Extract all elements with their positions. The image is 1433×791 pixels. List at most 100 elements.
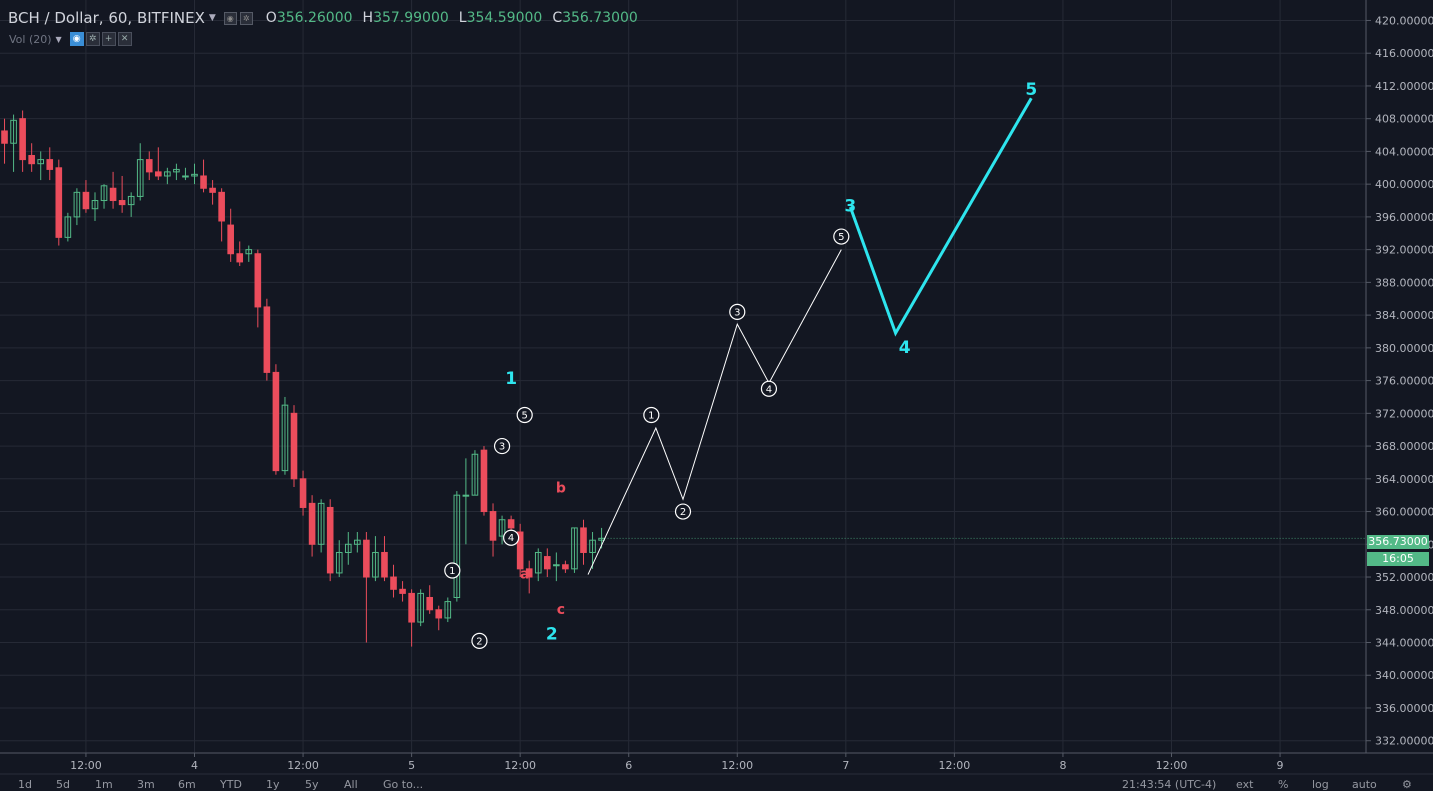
- candle-body: [462, 494, 470, 497]
- wave-label-circled: 3: [729, 303, 746, 320]
- projection-major-path: [848, 97, 1033, 337]
- price-tick-label: 336.00000: [1375, 702, 1433, 715]
- price-tick-label: 360.00000: [1375, 506, 1433, 519]
- percent-toggle[interactable]: %: [1278, 778, 1289, 791]
- candle-body: [164, 171, 171, 177]
- candle-body: [363, 539, 370, 578]
- price-tick-label: 408.00000: [1375, 113, 1433, 126]
- eye-icon[interactable]: ◉: [223, 11, 237, 25]
- range-3m[interactable]: 3m: [137, 778, 155, 791]
- candle-body: [507, 519, 515, 529]
- clock-readout[interactable]: 21:43:54 (UTC-4): [1122, 778, 1217, 791]
- time-tick-label: 8: [1059, 759, 1066, 772]
- range-all[interactable]: All: [344, 778, 358, 791]
- gear-icon[interactable]: ✲: [239, 11, 253, 25]
- price-tick-label: 332.00000: [1375, 735, 1433, 748]
- candle-body: [399, 588, 406, 594]
- candle-body: [471, 453, 479, 496]
- chevron-down-icon[interactable]: ▼: [55, 34, 62, 44]
- time-axis[interactable]: 12:00 4 12:00 5 12:00 6 12:00 7 12:00 8 12:00 9: [0, 752, 1433, 775]
- candle-body: [354, 539, 361, 545]
- range-5y[interactable]: 5y: [305, 778, 319, 791]
- gear-icon[interactable]: ✲: [85, 32, 100, 46]
- price-tick-label: 412.00000: [1375, 80, 1433, 93]
- candle-body: [525, 568, 533, 578]
- bottom-toolbar: 1d 5d 1m 3m 6m YTD 1y 5y All Go to... 21…: [0, 774, 1433, 791]
- symbol-header: BCH / Dollar, 60, BITFINEX ▼ ◉ ✲ O 356.2…: [8, 7, 638, 29]
- candle-body: [236, 253, 244, 263]
- candle-body: [227, 224, 234, 255]
- candle-body: [28, 155, 35, 165]
- chevron-down-icon[interactable]: ▼: [208, 13, 216, 23]
- wave-label-corrective: a: [520, 567, 529, 583]
- goto-button[interactable]: Go to...: [383, 778, 424, 791]
- candle-body: [109, 187, 117, 202]
- candle-body: [136, 159, 144, 197]
- wave-label-circled: 1: [444, 562, 461, 579]
- wave-label-number: 5: [838, 232, 844, 243]
- range-1d[interactable]: 1d: [18, 778, 32, 791]
- time-tick-label: 12:00: [939, 759, 971, 772]
- candle-body: [127, 195, 135, 206]
- candle-body: [417, 592, 424, 623]
- price-axis[interactable]: 420.00000 416.00000 412.00000 408.00000 404.…: [1365, 0, 1433, 753]
- wave-label-circled: 2: [674, 503, 692, 520]
- candle-body: [426, 596, 434, 611]
- time-tick-label: 12:00: [721, 759, 753, 772]
- candle-body: [544, 556, 551, 570]
- candle-body: [200, 175, 207, 189]
- candle-body: [55, 167, 63, 238]
- wave-label-circled: 5: [833, 228, 850, 245]
- candle-body: [534, 551, 542, 574]
- high-value: 357.99000: [373, 10, 449, 26]
- wave-label-major: 4: [899, 338, 911, 358]
- candle-body: [145, 159, 153, 173]
- candle-body: [516, 531, 524, 570]
- price-tick-label: 404.00000: [1375, 145, 1433, 158]
- candle-body: [553, 564, 560, 567]
- wave-label-circled: 4: [503, 529, 520, 546]
- range-5d[interactable]: 5d: [56, 778, 70, 791]
- close-icon[interactable]: ✕: [117, 32, 132, 46]
- wave-label-corrective: b: [556, 481, 566, 497]
- eye-icon[interactable]: ◉: [69, 32, 84, 46]
- range-ytd[interactable]: YTD: [220, 778, 242, 791]
- time-tick-label: 12:00: [1156, 759, 1188, 772]
- wave-label-circle: [444, 562, 461, 579]
- time-tick-label: 4: [191, 759, 198, 772]
- projection-minor-path: [587, 249, 842, 575]
- wave-label-major: 2: [546, 624, 558, 644]
- time-tick-label: 5: [408, 759, 415, 772]
- auto-toggle[interactable]: auto: [1352, 778, 1377, 791]
- wave-label-major: 5: [1025, 80, 1037, 100]
- price-tick-label: 344.00000: [1375, 637, 1433, 650]
- range-1m[interactable]: 1m: [95, 778, 113, 791]
- wave-label-circle: [493, 437, 511, 455]
- candle-body: [263, 306, 271, 373]
- price-tick-label: 372.00000: [1375, 407, 1433, 420]
- candle-body: [408, 592, 415, 623]
- wave-label-number: 1: [648, 410, 654, 421]
- wave-label-number: 2: [680, 507, 686, 518]
- price-tick-label: 420.00000: [1375, 14, 1433, 27]
- close-label: C: [552, 10, 563, 26]
- wave-projections: [587, 97, 1366, 575]
- range-6m[interactable]: 6m: [178, 778, 196, 791]
- plus-icon[interactable]: +: [101, 32, 116, 46]
- price-tick-label: 388.00000: [1375, 276, 1433, 289]
- time-tick-label: 6: [625, 759, 632, 772]
- wave-label-number: 3: [734, 307, 740, 318]
- symbol-title[interactable]: BCH / Dollar, 60, BITFINEX: [8, 9, 205, 27]
- price-tick-label: 340.00000: [1375, 669, 1433, 682]
- wave-label-number: 4: [508, 533, 514, 544]
- gear-icon[interactable]: ⚙: [1402, 778, 1412, 791]
- price-tick-label: 416.00000: [1375, 47, 1433, 60]
- candle-body: [435, 609, 443, 619]
- close-value: 356.73000: [562, 10, 638, 26]
- ext-toggle[interactable]: ext: [1236, 778, 1254, 791]
- range-1y[interactable]: 1y: [266, 778, 280, 791]
- log-toggle[interactable]: log: [1312, 778, 1329, 791]
- volume-indicator-label[interactable]: Vol (20): [9, 32, 52, 46]
